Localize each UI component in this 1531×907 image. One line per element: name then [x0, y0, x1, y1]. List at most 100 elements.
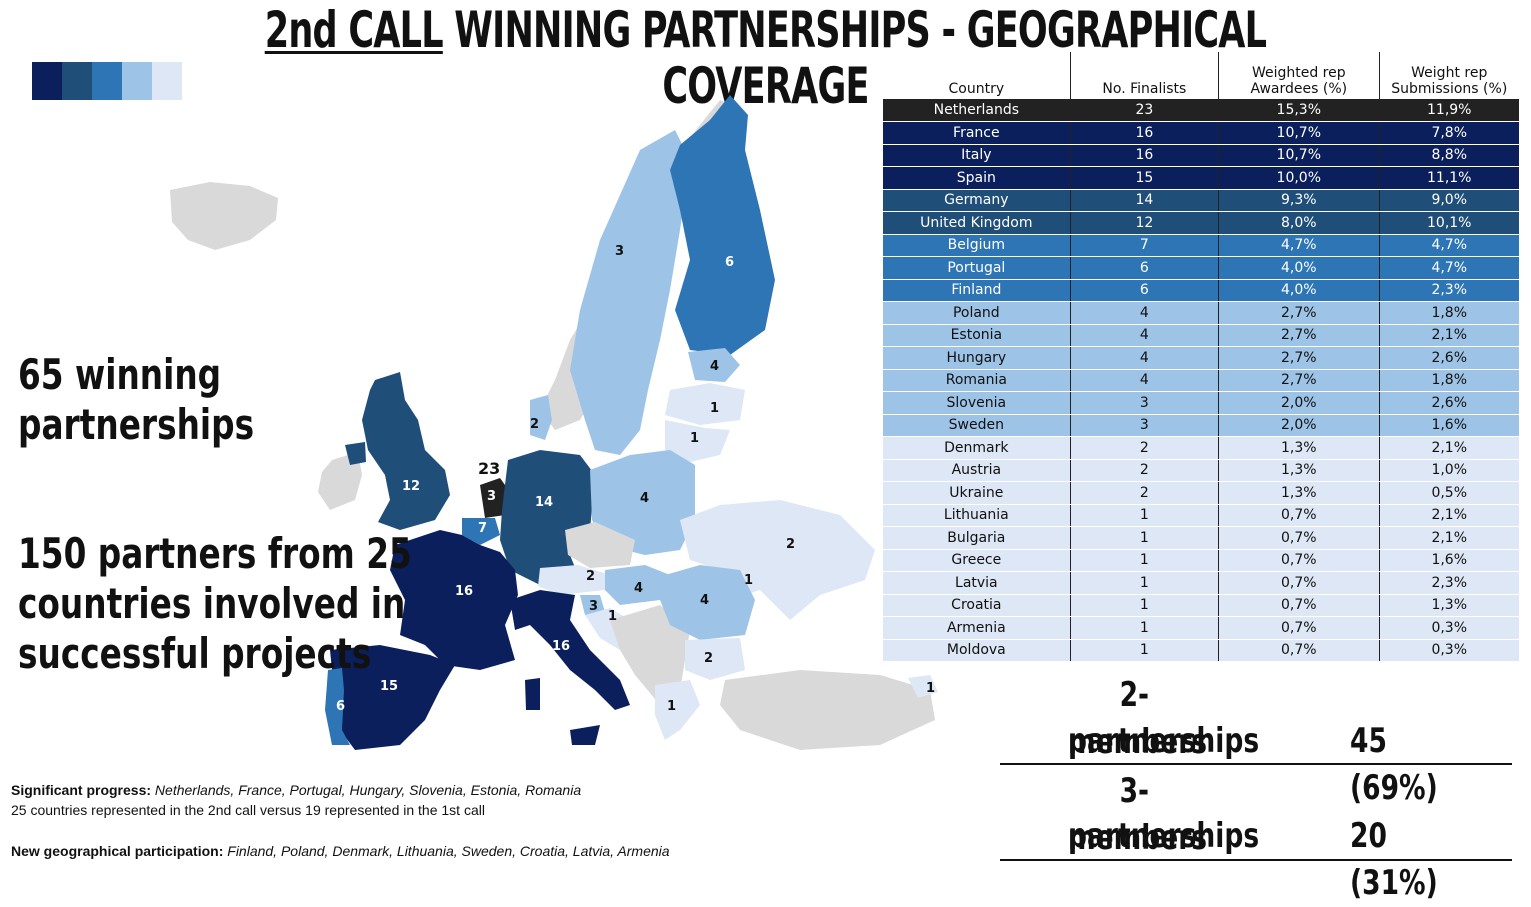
map-label-slovenia: 3	[589, 599, 598, 614]
map-iceland	[170, 182, 278, 250]
cell-awardees: 10,0%	[1218, 166, 1379, 190]
map-label-netherlands: 23	[478, 459, 500, 478]
map-slovenia	[580, 595, 605, 615]
cell-submissions: 8,8%	[1378, 144, 1519, 167]
cell-submissions: 0,3%	[1378, 639, 1519, 662]
cell-awardees: 2,7%	[1218, 324, 1379, 347]
cell-submissions: 1,6%	[1378, 414, 1519, 437]
map-latvia	[665, 383, 745, 425]
map-label-denmark: 2	[530, 417, 539, 432]
map-czechia	[565, 522, 635, 568]
cell-submissions: 2,6%	[1378, 346, 1519, 370]
map-moldova	[735, 560, 760, 595]
cell-awardees: 8,0%	[1218, 211, 1379, 235]
cell-finalists: 1	[1069, 549, 1219, 572]
new-label: New geographical participation:	[11, 843, 224, 859]
cell-finalists: 6	[1069, 279, 1219, 302]
legend-swatch-4	[122, 62, 152, 100]
table-row: Sweden 3 2,0% 1,6%	[883, 414, 1519, 437]
cell-finalists: 15	[1069, 166, 1219, 190]
table-row: Poland 4 2,7% 1,8%	[883, 301, 1519, 325]
cell-country: Hungary	[883, 346, 1071, 370]
table-row: Austria 2 1,3% 1,0%	[883, 459, 1519, 482]
map-armenia	[908, 675, 938, 698]
map-ireland	[318, 452, 362, 510]
map-label-sweden: 3	[615, 244, 624, 259]
map-label-uk: 12	[402, 479, 420, 494]
map-sardinia	[525, 678, 540, 710]
cell-finalists: 4	[1069, 324, 1219, 347]
cell-submissions: 7,8%	[1378, 121, 1519, 145]
cell-submissions: 2,3%	[1378, 571, 1519, 595]
cell-finalists: 1	[1069, 639, 1219, 662]
cell-awardees: 4,7%	[1218, 234, 1379, 257]
table-row: Finland 6 4,0% 2,3%	[883, 279, 1519, 302]
map-portugal	[325, 668, 350, 745]
map-label-netherlands-inner: 3	[487, 489, 496, 504]
europe-map: 23 3 12 16 15 6 16 14 7 4 3 6 4 1 1 2 2 …	[170, 95, 938, 750]
cell-awardees: 2,0%	[1218, 391, 1379, 415]
cell-country: Greece	[883, 549, 1071, 572]
table-row: Latvia 1 0,7% 2,3%	[883, 571, 1519, 595]
cell-submissions: 2,1%	[1378, 504, 1519, 527]
map-romania	[660, 565, 755, 640]
cell-submissions: 2,3%	[1378, 279, 1519, 302]
new-list: Finland, Poland, Denmark, Lithuania, Swe…	[227, 843, 670, 859]
legend-swatch-3	[92, 62, 122, 100]
legend-swatch-5	[152, 62, 182, 100]
cell-submissions: 11,1%	[1378, 166, 1519, 190]
cell-submissions: 4,7%	[1378, 256, 1519, 280]
cell-awardees: 0,7%	[1218, 549, 1379, 572]
cell-awardees: 2,7%	[1218, 369, 1379, 392]
table-row: Ukraine 2 1,3% 0,5%	[883, 481, 1519, 505]
map-label-poland: 4	[640, 491, 649, 506]
cell-finalists: 4	[1069, 369, 1219, 392]
cell-finalists: 6	[1069, 256, 1219, 280]
left-line-2: partnerships	[18, 400, 255, 449]
map-lithuania	[665, 420, 730, 462]
cell-finalists: 16	[1069, 144, 1219, 167]
table-body: Netherlands 23 15,3% 11,9% France 16 10,7% 7,8%…	[883, 99, 1519, 662]
map-label-belgium: 7	[478, 521, 487, 536]
map-label-spain: 15	[380, 679, 398, 694]
cell-awardees: 9,3%	[1218, 189, 1379, 212]
cell-country: Belgium	[883, 234, 1071, 257]
table-row: Belgium 7 4,7% 4,7%	[883, 234, 1519, 257]
map-label-latvia: 1	[710, 401, 719, 416]
map-label-germany: 14	[535, 495, 553, 510]
legend-swatch-2	[62, 62, 92, 100]
cell-country: Germany	[883, 189, 1071, 212]
map-uk	[362, 372, 450, 530]
table-row: Greece 1 0,7% 1,6%	[883, 549, 1519, 572]
table-row: Hungary 4 2,7% 2,6%	[883, 346, 1519, 370]
cell-awardees: 0,7%	[1218, 639, 1379, 662]
cell-country: Estonia	[883, 324, 1071, 347]
cell-awardees: 1,3%	[1218, 481, 1379, 505]
cell-country: France	[883, 121, 1071, 145]
notes-new: New geographical participation: Finland,…	[11, 841, 670, 861]
cell-finalists: 2	[1069, 436, 1219, 460]
cell-submissions: 1,3%	[1378, 594, 1519, 617]
map-france	[390, 530, 518, 670]
map-italy	[510, 590, 630, 710]
cell-finalists: 4	[1069, 301, 1219, 325]
cell-submissions: 1,8%	[1378, 369, 1519, 392]
cell-country: Italy	[883, 144, 1071, 167]
header-country: Country	[948, 80, 1005, 97]
left-line-3: 150 partners from 25	[18, 529, 412, 578]
table-row: Netherlands 23 15,3% 11,9%	[883, 99, 1519, 122]
cell-awardees: 10,7%	[1218, 121, 1379, 145]
cell-country: Lithuania	[883, 504, 1071, 527]
map-label-lithuania: 1	[690, 431, 699, 446]
map-label-bulgaria: 2	[704, 651, 713, 666]
country-table: Country No. Finalists Weighted rep Award…	[883, 52, 1519, 662]
map-label-hungary: 4	[634, 581, 643, 596]
progress-list: Netherlands, France, Portugal, Hungary, …	[154, 782, 582, 798]
cell-country: Poland	[883, 301, 1071, 325]
map-label-armenia: 1	[926, 681, 935, 696]
map-bulgaria	[685, 638, 745, 680]
cell-finalists: 1	[1069, 616, 1219, 640]
cell-country: Bulgaria	[883, 526, 1071, 550]
cell-finalists: 2	[1069, 459, 1219, 482]
cell-finalists: 2	[1069, 481, 1219, 505]
